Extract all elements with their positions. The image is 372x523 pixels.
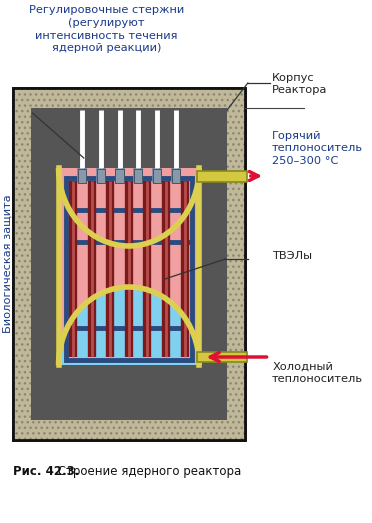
Text: Холодный
теплоноситель: Холодный теплоноситель	[272, 362, 363, 384]
Bar	[13, 88, 245, 440]
Bar	[13, 88, 245, 440]
Bar	[198, 352, 247, 362]
Text: Регулировочные стержни
(регулируют
интенсивность течения
ядерной реакции): Регулировочные стержни (регулируют интен…	[29, 5, 184, 53]
Bar	[13, 88, 245, 108]
Text: Горячий
теплоноситель
250–300 °C: Горячий теплоноситель 250–300 °C	[272, 131, 363, 166]
Bar	[153, 168, 161, 183]
Bar	[13, 420, 245, 440]
Bar	[97, 168, 105, 183]
Text: Корпус
Реактора: Корпус Реактора	[272, 73, 327, 95]
Wedge shape	[58, 168, 199, 246]
Bar	[78, 168, 86, 183]
Bar	[31, 108, 227, 420]
Bar	[172, 168, 180, 183]
Bar	[58, 168, 199, 365]
Text: ТВЭЛы: ТВЭЛы	[272, 251, 312, 261]
Text: Биологическая защита: Биологическая защита	[2, 195, 12, 333]
Bar	[134, 168, 142, 183]
Bar	[227, 88, 245, 440]
Wedge shape	[58, 287, 199, 365]
Bar	[13, 88, 31, 440]
Bar	[115, 168, 124, 183]
Text: Рис. 42.3.: Рис. 42.3.	[13, 465, 79, 478]
Bar	[198, 171, 247, 182]
Text: Строение ядерного реактора: Строение ядерного реактора	[54, 465, 241, 478]
